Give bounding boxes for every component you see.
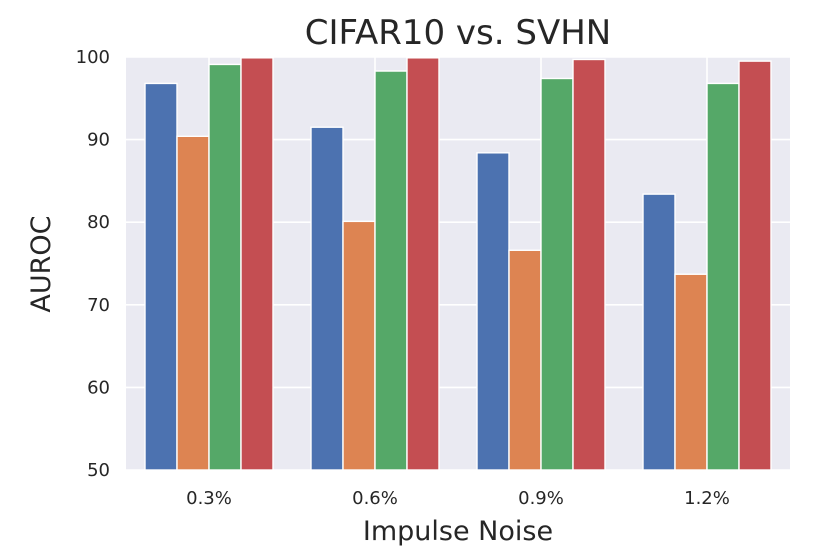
bar-series-4-0.3% — [240, 57, 274, 471]
y-tick-labels: 50 60 70 80 90 100 — [76, 47, 110, 481]
x-tick-labels: 0.3% 0.6% 0.9% 1.2% — [186, 488, 730, 509]
bars — [144, 57, 772, 471]
bar-series-4-0.9% — [572, 58, 606, 471]
bar-series-3-0.6% — [374, 70, 408, 471]
x-tick-label: 0.3% — [186, 488, 232, 509]
bar-series-3-0.3% — [208, 63, 242, 471]
x-tick-label: 0.6% — [352, 488, 398, 509]
chart-title: CIFAR10 vs. SVHN — [305, 13, 611, 53]
bar-series-2-0.3% — [176, 135, 210, 471]
bar-series-4-1.2% — [738, 60, 772, 471]
y-tick-label: 50 — [87, 460, 110, 481]
y-tick-label: 80 — [87, 212, 110, 233]
bar-series-3-0.9% — [540, 77, 574, 471]
y-tick-label: 60 — [87, 377, 110, 398]
bar-series-2-0.9% — [508, 249, 542, 471]
bar-series-1-1.2% — [642, 193, 676, 471]
bar-series-1-0.9% — [476, 152, 510, 471]
bar-series-4-0.6% — [406, 57, 440, 471]
y-tick-label: 100 — [76, 47, 110, 68]
bar-series-1-0.3% — [144, 82, 178, 471]
x-tick-label: 0.9% — [518, 488, 564, 509]
y-tick-label: 90 — [87, 130, 110, 151]
bar-series-2-0.6% — [342, 220, 376, 471]
x-axis-label: Impulse Noise — [363, 516, 553, 547]
y-tick-label: 70 — [87, 295, 110, 316]
bar-series-2-1.2% — [674, 273, 708, 471]
x-tick-label: 1.2% — [684, 488, 730, 509]
bar-series-3-1.2% — [706, 82, 740, 471]
y-axis-label: AUROC — [26, 215, 57, 312]
bar-series-1-0.6% — [310, 126, 344, 471]
